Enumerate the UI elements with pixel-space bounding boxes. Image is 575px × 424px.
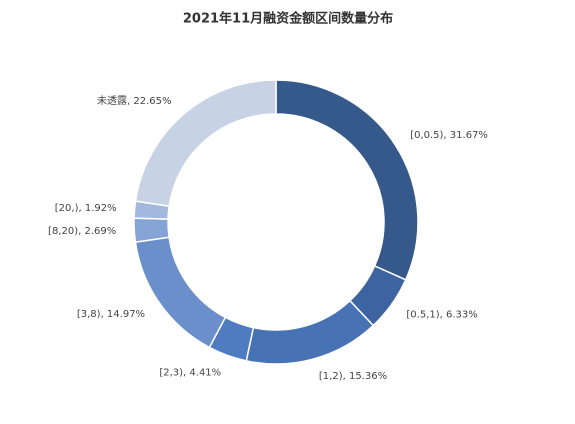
donut-slice xyxy=(245,299,375,365)
data-label: [8,20), 2.69% xyxy=(48,226,116,237)
donut-slice xyxy=(275,79,419,281)
chart-title: 2021年11月融资金额区间数量分布 xyxy=(183,11,393,27)
data-label: [0.5,1), 6.33% xyxy=(406,310,477,321)
donut-slice xyxy=(134,236,227,349)
data-label: [20,), 1.92% xyxy=(55,203,117,214)
donut-slice xyxy=(134,79,277,207)
data-label: [1,2), 15.36% xyxy=(319,371,387,382)
donut-slice xyxy=(133,217,170,243)
data-label: [3,8), 14.97% xyxy=(77,309,145,320)
data-label: [2,3), 4.41% xyxy=(159,367,221,378)
data-label: [0,0.5), 31.67% xyxy=(410,130,488,141)
data-label: 未透露, 22.65% xyxy=(97,95,172,107)
